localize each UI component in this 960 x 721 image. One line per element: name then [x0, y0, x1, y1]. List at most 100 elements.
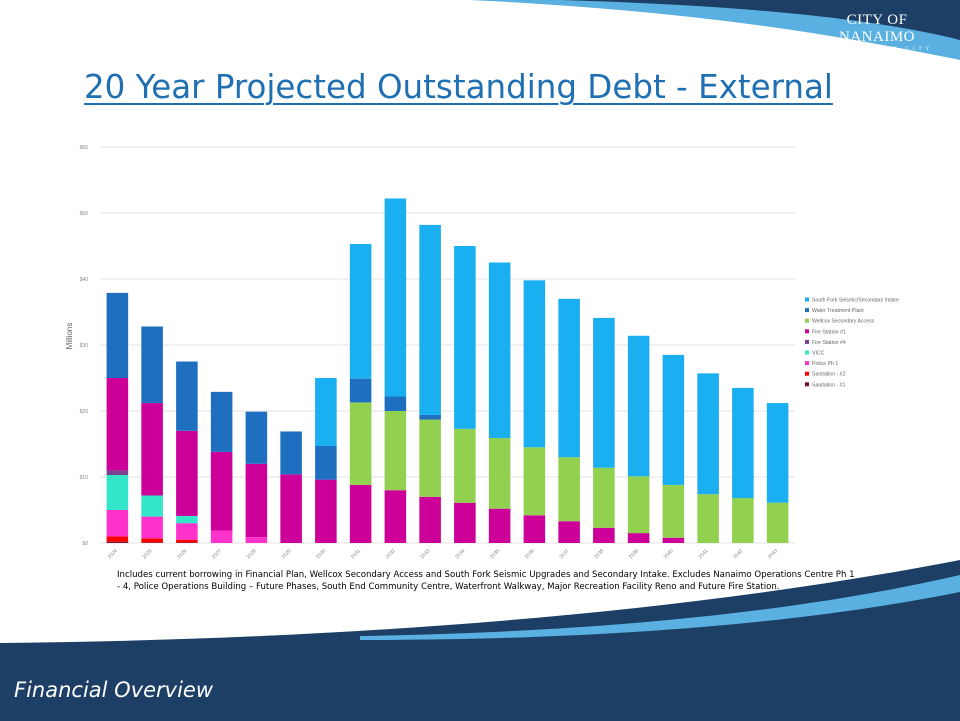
- x-tick-label: 2025: [141, 548, 153, 560]
- legend-swatch: [805, 371, 809, 376]
- x-tick-label: 2026: [176, 548, 188, 560]
- bar-segment: [141, 516, 163, 539]
- legend-label: Water Treatment Plant: [812, 308, 864, 314]
- x-tick-label: 2043: [767, 548, 779, 560]
- bar-segment: [210, 451, 233, 531]
- bar-segment: [176, 523, 198, 540]
- y-tick-label: $60: [80, 145, 89, 151]
- gridlines: [100, 146, 795, 544]
- bar-segment: [593, 527, 615, 543]
- logo-text: CITY OF NANAIMO: [839, 12, 915, 45]
- bar-segment: [280, 474, 302, 543]
- x-tick-label: 2040: [663, 548, 675, 560]
- legend[interactable]: South Fork Seismic/Secondary Intake Water…: [805, 297, 899, 389]
- bar-segment: [662, 354, 685, 485]
- bar-segment: [454, 502, 476, 543]
- bar-segment: [627, 335, 650, 477]
- bar-segment: [697, 373, 719, 495]
- bar-segment: [210, 530, 233, 543]
- legend-swatch: [805, 297, 809, 302]
- bars: [106, 198, 789, 543]
- bar-segment: [662, 537, 685, 543]
- bar-segment: [488, 438, 511, 509]
- bar-segment: [523, 280, 546, 448]
- x-tick-label: 2028: [246, 548, 258, 560]
- bar-segment: [141, 403, 163, 496]
- legend-item[interactable]: VICC: [805, 350, 825, 357]
- bar-segment: [141, 495, 163, 517]
- bar-segment: [384, 198, 407, 397]
- bar-segment: [419, 496, 441, 543]
- y-tick-label: $40: [80, 277, 89, 283]
- x-tick-label: 2024: [107, 548, 119, 560]
- city-logo: CITY OF NANAIMO THE HARBOUR CITY: [812, 12, 942, 68]
- legend-item[interactable]: Wellcox Secondary Access: [805, 318, 875, 325]
- bar-segment: [697, 494, 719, 543]
- bar-segment: [141, 542, 163, 543]
- legend-item[interactable]: Sanitation - #2: [805, 371, 846, 378]
- bar-segment: [558, 457, 580, 522]
- bar-segment: [419, 419, 441, 497]
- bar-segment: [349, 244, 372, 379]
- legend-swatch: [805, 350, 809, 355]
- bar-segment: [210, 391, 233, 452]
- x-tick-label: 2037: [558, 548, 570, 560]
- bar-segment: [106, 510, 129, 537]
- legend-item[interactable]: Fire Station #1: [805, 329, 846, 335]
- bar-segment: [176, 515, 198, 524]
- bar-segment: [558, 298, 580, 458]
- bar-segment: [419, 414, 441, 420]
- bar-segment: [384, 490, 407, 543]
- x-tick-label: 2041: [697, 548, 709, 560]
- bar-segment: [766, 502, 789, 543]
- legend-label: Sanitation - #2: [812, 372, 846, 378]
- bar-segment: [384, 411, 407, 491]
- x-tick-label: 2029: [280, 548, 292, 560]
- x-tick-label: 2032: [385, 548, 397, 560]
- legend-label: VICC: [812, 351, 825, 357]
- bar-segment: [106, 475, 129, 510]
- bar-segment: [106, 470, 129, 476]
- axes: $0 $10 $20 $30 $40 $50 $60 2024 2025 2026 2027 2028…: [80, 145, 780, 560]
- legend-label: Fire Station #1: [812, 329, 846, 335]
- x-tick-label: 2036: [524, 548, 536, 560]
- legend-item[interactable]: South Fork Seismic/Secondary Intake: [805, 297, 899, 304]
- bar-segment: [245, 411, 268, 464]
- legend-item[interactable]: Water Treatment Plant: [805, 308, 864, 314]
- legend-swatch: [805, 318, 809, 323]
- legend-label: Sanitation - #1: [812, 382, 846, 388]
- legend-swatch: [805, 339, 809, 344]
- bar-segment: [176, 361, 198, 431]
- legend-label: Wellcox Secondary Access: [812, 319, 875, 325]
- legend-swatch: [805, 382, 809, 387]
- y-tick-label: $0: [82, 541, 88, 547]
- bar-segment: [176, 430, 198, 516]
- legend-item[interactable]: Police Ph 1: [805, 361, 838, 367]
- bar-segment: [176, 539, 198, 543]
- legend-item[interactable]: Sanitation - #1: [805, 382, 846, 388]
- x-tick-label: 2030: [315, 548, 327, 560]
- bar-segment: [384, 396, 407, 411]
- legend-swatch: [805, 361, 809, 366]
- bar-segment: [349, 402, 372, 485]
- footer-swoosh-light: [360, 575, 960, 640]
- bar-segment: [245, 463, 268, 538]
- bar-segment: [488, 508, 511, 543]
- bar-segment: [454, 246, 476, 429]
- bar-segment: [176, 542, 198, 543]
- bar-segment: [419, 224, 441, 415]
- bar-segment: [454, 428, 476, 503]
- bar-segment: [558, 521, 580, 543]
- bar-segment: [662, 484, 685, 538]
- x-tick-label: 2027: [211, 548, 223, 560]
- legend-item[interactable]: Fire Station #4: [805, 339, 846, 346]
- x-tick-label: 2031: [350, 548, 362, 560]
- x-tick-label: 2038: [593, 548, 605, 560]
- bar-segment: [766, 403, 789, 503]
- footer-text: Financial Overview: [14, 678, 214, 702]
- bar-segment: [732, 387, 754, 499]
- footnote: Includes current borrowing in Financial …: [117, 570, 855, 592]
- x-tick-label: 2039: [628, 548, 640, 560]
